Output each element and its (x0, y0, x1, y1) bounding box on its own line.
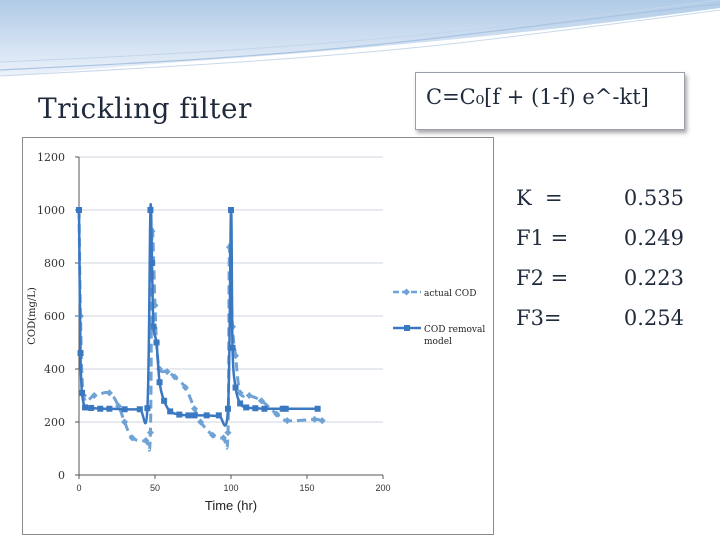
data-point-cod-model (314, 405, 321, 412)
legend-marker-cod-model (404, 325, 410, 331)
x-tick-label: 0 (76, 483, 81, 493)
data-point-actual-cod (318, 417, 326, 425)
data-point-actual-cod (224, 429, 232, 437)
data-point-actual-cod (311, 415, 319, 423)
y-tick-label: 400 (44, 363, 65, 376)
legend-label-cod-model: COD removal (424, 325, 485, 335)
data-point-cod-model (282, 405, 289, 412)
param-row-f1: F1 = 0.249 (516, 226, 706, 266)
data-point-actual-cod (181, 384, 189, 392)
x-tick-label: 50 (150, 483, 160, 493)
data-point-cod-model (153, 339, 160, 346)
param-row-f2: F2 = 0.223 (516, 266, 706, 306)
data-point-cod-model (79, 389, 86, 396)
data-point-actual-cod (283, 417, 291, 425)
param-value: 0.535 (623, 186, 684, 210)
data-point-cod-model (106, 405, 113, 412)
data-point-actual-cod (171, 373, 179, 381)
header-wave-decoration (0, 0, 720, 77)
y-tick-label: 1000 (37, 204, 65, 217)
data-point-actual-cod (219, 434, 227, 442)
data-point-actual-cod (121, 418, 129, 426)
data-point-cod-model (121, 406, 128, 413)
formula-box: C=C₀[f + (1-f) e^-kt] (415, 72, 685, 130)
data-point-actual-cod (245, 391, 253, 400)
data-point-actual-cod (146, 429, 154, 437)
y-tick-label: 600 (44, 310, 65, 323)
y-tick-label: 800 (44, 257, 65, 270)
data-point-cod-model (215, 412, 222, 419)
param-label: K = (516, 186, 563, 210)
slide-title: Trickling filter (38, 92, 252, 125)
data-point-cod-model (243, 404, 250, 411)
data-point-actual-cod (197, 418, 205, 426)
param-label: F3= (516, 306, 562, 330)
data-point-cod-model (261, 405, 268, 412)
param-row-k: K = 0.535 (516, 186, 706, 226)
data-point-cod-model (224, 405, 231, 412)
x-tick-label: 100 (223, 483, 238, 493)
cod-chart: 0 200 400 600 800 1000 1200 0 50 100 150 200 Time (h… (27, 151, 485, 513)
data-point-cod-model (176, 411, 183, 418)
data-point-cod-model (229, 344, 236, 351)
data-point-cod-model (147, 207, 154, 213)
param-label: F1 = (516, 226, 569, 250)
y-tick-label: 1200 (37, 151, 65, 164)
param-value: 0.249 (623, 226, 684, 250)
data-point-cod-model (252, 405, 259, 412)
data-point-cod-model (279, 405, 286, 412)
data-point-cod-model (76, 207, 82, 213)
data-point-actual-cod (163, 368, 171, 376)
data-point-actual-cod (128, 434, 136, 442)
param-label: F2 = (516, 266, 569, 290)
data-point-cod-model (82, 404, 89, 411)
y-tick-label: 0 (58, 469, 65, 482)
data-point-cod-model (88, 404, 95, 411)
data-point-actual-cod (236, 389, 244, 397)
y-axis-title: COD(mg/L) (27, 287, 38, 345)
data-point-cod-model (185, 412, 192, 419)
data-point-actual-cod (142, 437, 150, 445)
data-point-cod-model (228, 207, 234, 213)
data-point-cod-model (167, 408, 174, 415)
y-tick-label: 200 (44, 416, 65, 429)
parameter-list: K = 0.535 F1 = 0.249 F2 = 0.223 F3= 0.25… (516, 186, 706, 346)
data-point-actual-cod (273, 410, 281, 418)
data-point-cod-model (161, 397, 168, 404)
param-value: 0.254 (623, 306, 684, 330)
data-point-actual-cod (209, 431, 217, 439)
data-point-actual-cod (190, 405, 199, 413)
data-point-cod-model (203, 412, 210, 419)
data-point-actual-cod (257, 397, 265, 405)
data-point-cod-model (150, 323, 157, 330)
data-point-actual-cod (90, 391, 98, 400)
data-point-cod-model (232, 384, 239, 391)
x-tick-label: 200 (375, 483, 390, 493)
data-point-cod-model (237, 400, 244, 407)
data-point-actual-cod (105, 389, 113, 397)
param-value: 0.223 (623, 266, 684, 290)
data-point-cod-model (148, 260, 155, 266)
chart-frame: 0 200 400 600 800 1000 1200 0 50 100 150 200 Time (h… (22, 137, 494, 535)
data-point-cod-model (156, 379, 163, 386)
legend-label-actual-cod: actual COD (424, 289, 476, 299)
data-point-cod-model (144, 405, 151, 412)
legend-marker-actual-cod (402, 288, 411, 296)
x-axis-title: Time (hr) (205, 498, 257, 513)
data-point-cod-model (191, 412, 198, 419)
param-row-f3: F3= 0.254 (516, 306, 706, 346)
data-point-cod-model (77, 350, 84, 357)
series-line-cod-model (77, 202, 318, 427)
data-point-cod-model (136, 406, 143, 413)
data-point-cod-model (97, 405, 104, 412)
x-tick-label: 150 (299, 483, 314, 493)
formula-text: C=C₀[f + (1-f) e^-kt] (426, 85, 649, 109)
legend-label-cod-model-line2: model (424, 337, 452, 347)
